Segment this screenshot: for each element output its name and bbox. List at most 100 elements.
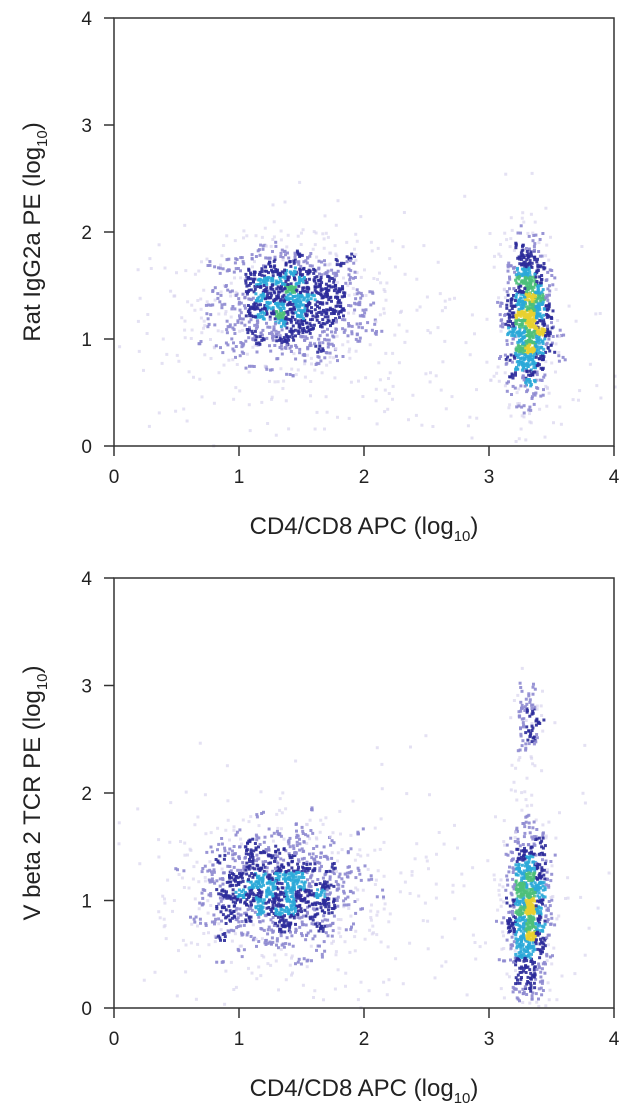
data-point	[280, 352, 284, 356]
data-point	[294, 303, 298, 306]
data-point	[534, 835, 538, 839]
data-point	[235, 918, 239, 922]
data-point	[543, 337, 547, 341]
data-point	[527, 825, 531, 829]
data-point	[207, 943, 211, 947]
data-point	[272, 290, 276, 294]
data-point	[414, 413, 418, 417]
data-point	[194, 915, 198, 919]
data-point	[541, 342, 545, 345]
data-point	[513, 270, 517, 274]
data-point	[262, 810, 265, 814]
data-point	[517, 307, 521, 311]
y-tick-label: 3	[81, 116, 92, 137]
data-point	[260, 235, 264, 239]
data-point	[249, 855, 252, 859]
data-point	[209, 904, 213, 907]
data-point	[256, 857, 260, 861]
data-point	[348, 281, 352, 285]
data-point	[300, 880, 304, 884]
data-point	[305, 270, 308, 273]
data-point	[551, 954, 554, 958]
data-point	[250, 908, 254, 912]
data-point	[244, 366, 248, 370]
data-point	[276, 301, 280, 305]
data-point	[309, 889, 313, 893]
data-point	[533, 295, 537, 299]
data-point	[265, 866, 269, 870]
data-point	[281, 319, 285, 323]
data-point	[278, 832, 282, 836]
data-point	[313, 243, 317, 247]
data-point	[210, 873, 214, 876]
data-point	[251, 331, 255, 335]
data-point	[519, 870, 522, 874]
data-point	[339, 261, 343, 265]
data-point	[321, 888, 325, 892]
data-point	[336, 301, 340, 305]
data-point	[516, 311, 520, 315]
data-point	[525, 869, 529, 872]
data-point	[526, 354, 530, 358]
data-point	[545, 404, 549, 408]
data-point	[252, 849, 256, 853]
data-point	[255, 342, 259, 345]
data-point	[303, 338, 307, 342]
data-point	[270, 330, 274, 334]
data-point	[285, 334, 289, 338]
data-point	[280, 341, 284, 344]
data-point	[516, 837, 520, 841]
data-point	[540, 866, 544, 870]
data-point	[530, 261, 534, 265]
data-point	[233, 239, 237, 243]
data-point	[533, 380, 537, 384]
data-point	[384, 298, 388, 302]
data-point	[556, 319, 560, 322]
data-point	[292, 880, 296, 884]
data-point	[524, 919, 527, 922]
data-point	[536, 911, 540, 915]
data-point	[251, 277, 255, 281]
data-point	[244, 852, 248, 856]
data-point	[298, 842, 302, 846]
data-point	[348, 278, 352, 282]
data-point	[279, 251, 283, 255]
data-point	[224, 908, 228, 912]
data-point	[224, 310, 228, 313]
data-point	[269, 877, 273, 881]
data-point	[266, 305, 269, 309]
data-point	[220, 303, 224, 307]
data-point	[544, 350, 548, 354]
data-point	[254, 234, 258, 238]
data-point	[297, 894, 301, 898]
data-point	[354, 337, 358, 341]
data-point	[536, 330, 540, 334]
data-point	[260, 851, 264, 855]
data-point	[328, 296, 332, 300]
data-point	[276, 293, 280, 297]
data-point	[157, 411, 161, 415]
data-point	[278, 920, 281, 924]
data-point	[330, 907, 334, 910]
data-point	[330, 307, 334, 311]
data-point	[332, 356, 336, 360]
data-point	[525, 889, 529, 893]
data-point	[224, 916, 228, 920]
data-point	[514, 937, 518, 941]
data-point	[280, 930, 284, 934]
data-point	[538, 265, 542, 269]
data-point	[240, 933, 244, 937]
data-point	[249, 271, 252, 275]
data-point	[512, 780, 516, 784]
data-point	[227, 880, 231, 884]
data-point	[283, 320, 287, 324]
data-point	[261, 863, 265, 867]
data-point	[370, 328, 374, 332]
data-point	[387, 920, 391, 924]
data-point	[540, 714, 544, 717]
data-point	[349, 269, 353, 273]
data-point	[303, 296, 306, 300]
data-point	[374, 399, 378, 403]
data-point	[533, 298, 537, 302]
data-point	[306, 894, 310, 898]
